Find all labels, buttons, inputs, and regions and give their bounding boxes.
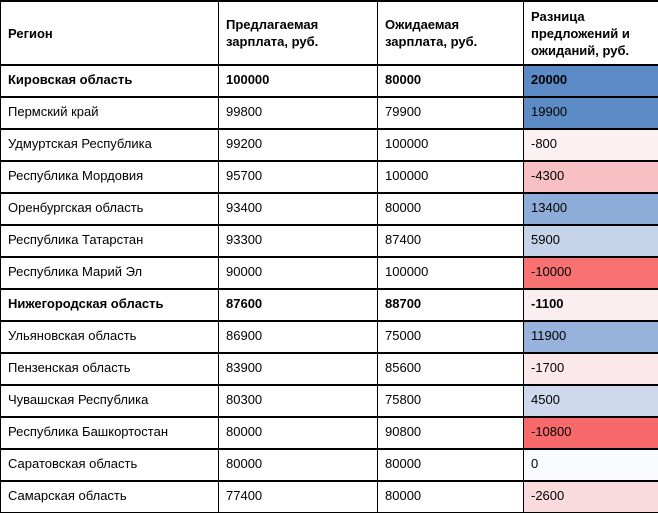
table-row: Республика Мордовия 95700 100000 -4300 [0, 160, 658, 194]
expected-salary-cell: 80000 [377, 192, 524, 226]
table-row: Саратовская область 80000 80000 0 [0, 448, 658, 482]
table-row: Удмуртская Республика 99200 100000 -800 [0, 128, 658, 162]
table-row: Республика Башкортостан 80000 90800 -10800 [0, 416, 658, 450]
expected-salary-cell: 100000 [377, 128, 524, 162]
offered-salary-cell: 99200 [218, 128, 378, 162]
diff-cell: -1100 [523, 288, 658, 322]
offered-salary-cell: 87600 [218, 288, 378, 322]
offered-salary-cell: 100000 [218, 64, 378, 98]
diff-cell: -1700 [523, 352, 658, 386]
expected-salary-cell: 85600 [377, 352, 524, 386]
offered-salary-cell: 95700 [218, 160, 378, 194]
diff-cell: -10800 [523, 416, 658, 450]
region-cell: Пензенская область [0, 352, 219, 386]
region-cell: Пермский край [0, 96, 219, 130]
offered-salary-cell: 80000 [218, 416, 378, 450]
table-row: Кировская область 100000 80000 20000 [0, 64, 658, 98]
table-row: Самарская область 77400 80000 -2600 [0, 480, 658, 513]
diff-cell: 20000 [523, 64, 658, 98]
region-cell: Республика Марий Эл [0, 256, 219, 290]
expected-salary-cell: 75800 [377, 384, 524, 418]
table-row: Ульяновская область 86900 75000 11900 [0, 320, 658, 354]
expected-salary-cell: 80000 [377, 448, 524, 482]
table-row: Нижегородская область 87600 88700 -1100 [0, 288, 658, 322]
table-body: Кировская область 100000 80000 20000 Пермски… [0, 64, 658, 513]
expected-salary-cell: 80000 [377, 480, 524, 513]
region-cell: Республика Башкортостан [0, 416, 219, 450]
diff-cell: 11900 [523, 320, 658, 354]
region-cell: Саратовская область [0, 448, 219, 482]
diff-cell: -4300 [523, 160, 658, 194]
region-cell: Оренбургская область [0, 192, 219, 226]
offered-salary-cell: 83900 [218, 352, 378, 386]
table-row: Чувашская Республика 80300 75800 4500 [0, 384, 658, 418]
diff-cell: 13400 [523, 192, 658, 226]
offered-salary-cell: 80300 [218, 384, 378, 418]
table-row: Пермский край 99800 79900 19900 [0, 96, 658, 130]
table-header: Регион Предлагаемая зарплата, руб. Ожидаем… [0, 0, 658, 66]
diff-cell: -2600 [523, 480, 658, 513]
expected-salary-cell: 90800 [377, 416, 524, 450]
expected-salary-cell: 80000 [377, 64, 524, 98]
diff-cell: 19900 [523, 96, 658, 130]
expected-salary-cell: 79900 [377, 96, 524, 130]
offered-salary-cell: 80000 [218, 448, 378, 482]
expected-salary-cell: 87400 [377, 224, 524, 258]
diff-cell: 4500 [523, 384, 658, 418]
diff-cell: 0 [523, 448, 658, 482]
table-row: Республика Марий Эл 90000 100000 -10000 [0, 256, 658, 290]
region-cell: Нижегородская область [0, 288, 219, 322]
column-header: Регион [0, 0, 219, 66]
offered-salary-cell: 93400 [218, 192, 378, 226]
offered-salary-cell: 99800 [218, 96, 378, 130]
region-cell: Самарская область [0, 480, 219, 513]
expected-salary-cell: 75000 [377, 320, 524, 354]
table-row: Пензенская область 83900 85600 -1700 [0, 352, 658, 386]
diff-cell: -10000 [523, 256, 658, 290]
expected-salary-cell: 100000 [377, 256, 524, 290]
diff-cell: 5900 [523, 224, 658, 258]
column-header: Ожидаемая зарплата, руб. [377, 0, 524, 66]
column-header: Разница предложений и ожиданий, руб. [523, 0, 658, 66]
region-cell: Республика Мордовия [0, 160, 219, 194]
offered-salary-cell: 90000 [218, 256, 378, 290]
expected-salary-cell: 100000 [377, 160, 524, 194]
expected-salary-cell: 88700 [377, 288, 524, 322]
offered-salary-cell: 93300 [218, 224, 378, 258]
region-cell: Чувашская Республика [0, 384, 219, 418]
region-cell: Ульяновская область [0, 320, 219, 354]
header-row: Регион Предлагаемая зарплата, руб. Ожидаем… [0, 0, 658, 66]
offered-salary-cell: 77400 [218, 480, 378, 513]
diff-cell: -800 [523, 128, 658, 162]
region-cell: Удмуртская Республика [0, 128, 219, 162]
table-row: Оренбургская область 93400 80000 13400 [0, 192, 658, 226]
region-cell: Республика Татарстан [0, 224, 219, 258]
table-row: Республика Татарстан 93300 87400 5900 [0, 224, 658, 258]
offered-salary-cell: 86900 [218, 320, 378, 354]
column-header: Предлагаемая зарплата, руб. [218, 0, 378, 66]
region-cell: Кировская область [0, 64, 219, 98]
